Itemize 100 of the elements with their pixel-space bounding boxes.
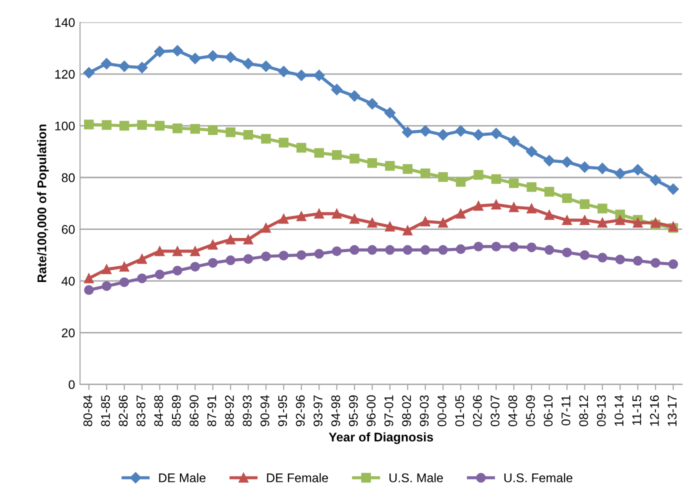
point: [278, 66, 290, 78]
point: [243, 130, 254, 140]
point: [632, 256, 643, 266]
point: [154, 120, 165, 131]
point: [208, 240, 218, 250]
point: [332, 150, 342, 160]
point: [615, 254, 625, 264]
point: [438, 245, 448, 255]
point: [490, 128, 502, 140]
point: [207, 50, 218, 62]
point: [491, 242, 502, 252]
point: [137, 120, 147, 130]
point: [580, 199, 590, 209]
point: [278, 214, 289, 224]
point: [598, 252, 608, 263]
point: [420, 245, 430, 255]
legend-label: U.S. Female: [504, 473, 572, 482]
legend-label: DE Male: [159, 473, 206, 482]
point: [580, 215, 590, 226]
legend-label: U.S. Male: [390, 473, 443, 482]
point: [332, 246, 342, 256]
point: [614, 168, 626, 180]
y-axis-title: Rate/100,000 of Population: [37, 124, 49, 282]
point: [331, 84, 342, 96]
point: [226, 234, 236, 244]
x-tick-label: 82-86: [118, 395, 128, 426]
point: [84, 274, 94, 284]
point: [190, 262, 200, 272]
point: [544, 210, 554, 220]
point: [580, 250, 590, 260]
point: [526, 146, 538, 158]
x-tick-label: 99-03: [420, 395, 429, 426]
point: [367, 218, 378, 228]
point: [118, 60, 130, 72]
point: [632, 218, 643, 228]
point: [526, 204, 536, 214]
x-tick-label: 91-95: [278, 395, 288, 426]
point: [456, 244, 466, 254]
point: [261, 134, 271, 144]
point: [102, 281, 112, 291]
point: [243, 234, 254, 244]
point: [226, 127, 236, 138]
point: [190, 52, 201, 64]
x-tick-label: 00-04: [438, 395, 446, 426]
x-tick-label: 98-02: [402, 395, 411, 426]
x-tick-label: 97-01: [384, 395, 394, 426]
point: [420, 125, 431, 137]
point: [296, 250, 306, 260]
point: [402, 245, 412, 255]
point: [402, 164, 412, 174]
x-tick-label: 02-06: [472, 395, 482, 426]
point: [367, 158, 378, 168]
x-tick-label: 03-07: [490, 395, 500, 426]
point: [456, 208, 466, 219]
x-tick-label: 96-00: [366, 395, 376, 426]
x-tick-label: 88-92: [225, 395, 234, 426]
point: [208, 125, 218, 136]
x-tick-label: 01-05: [455, 395, 464, 426]
point: [509, 202, 519, 212]
point: [509, 242, 519, 252]
x-tick-label: 84-88: [154, 395, 164, 426]
point: [190, 124, 200, 134]
point: [172, 246, 182, 256]
point: [509, 178, 519, 188]
x-tick-label: 94-98: [331, 395, 340, 426]
x-tick-label: 07-11: [561, 395, 570, 426]
point: [224, 52, 236, 63]
x-tick-label: 87-91: [207, 395, 216, 426]
point: [154, 270, 165, 280]
x-tick-label: 95-99: [349, 395, 358, 426]
point: [119, 120, 130, 131]
x-tick-label: 05-09: [526, 395, 535, 426]
point: [137, 274, 147, 284]
legend-label: DE Female: [267, 473, 328, 482]
y-tick-label: 60: [62, 225, 75, 234]
point: [456, 177, 466, 187]
point: [278, 250, 289, 260]
x-tick-label: 06-10: [544, 395, 553, 426]
point: [526, 182, 536, 192]
point: [172, 45, 184, 56]
y-tick-label: 0: [68, 380, 75, 390]
y-tick-label: 120: [55, 70, 75, 79]
point: [437, 129, 449, 140]
point: [668, 184, 679, 195]
point: [491, 200, 502, 210]
point: [402, 226, 412, 236]
point: [562, 193, 572, 204]
y-tick-label: 140: [55, 18, 75, 27]
point: [544, 245, 554, 255]
point: [84, 120, 94, 130]
point: [384, 107, 396, 118]
point: [296, 211, 306, 222]
point: [350, 214, 360, 224]
point: [562, 215, 572, 226]
point: [544, 155, 555, 166]
point: [438, 218, 448, 228]
point: [102, 264, 112, 274]
x-tick-label: 83-87: [136, 395, 146, 426]
x-tick-label: 04-08: [508, 395, 518, 426]
x-axis-title: Year of Diagnosis: [328, 432, 433, 444]
